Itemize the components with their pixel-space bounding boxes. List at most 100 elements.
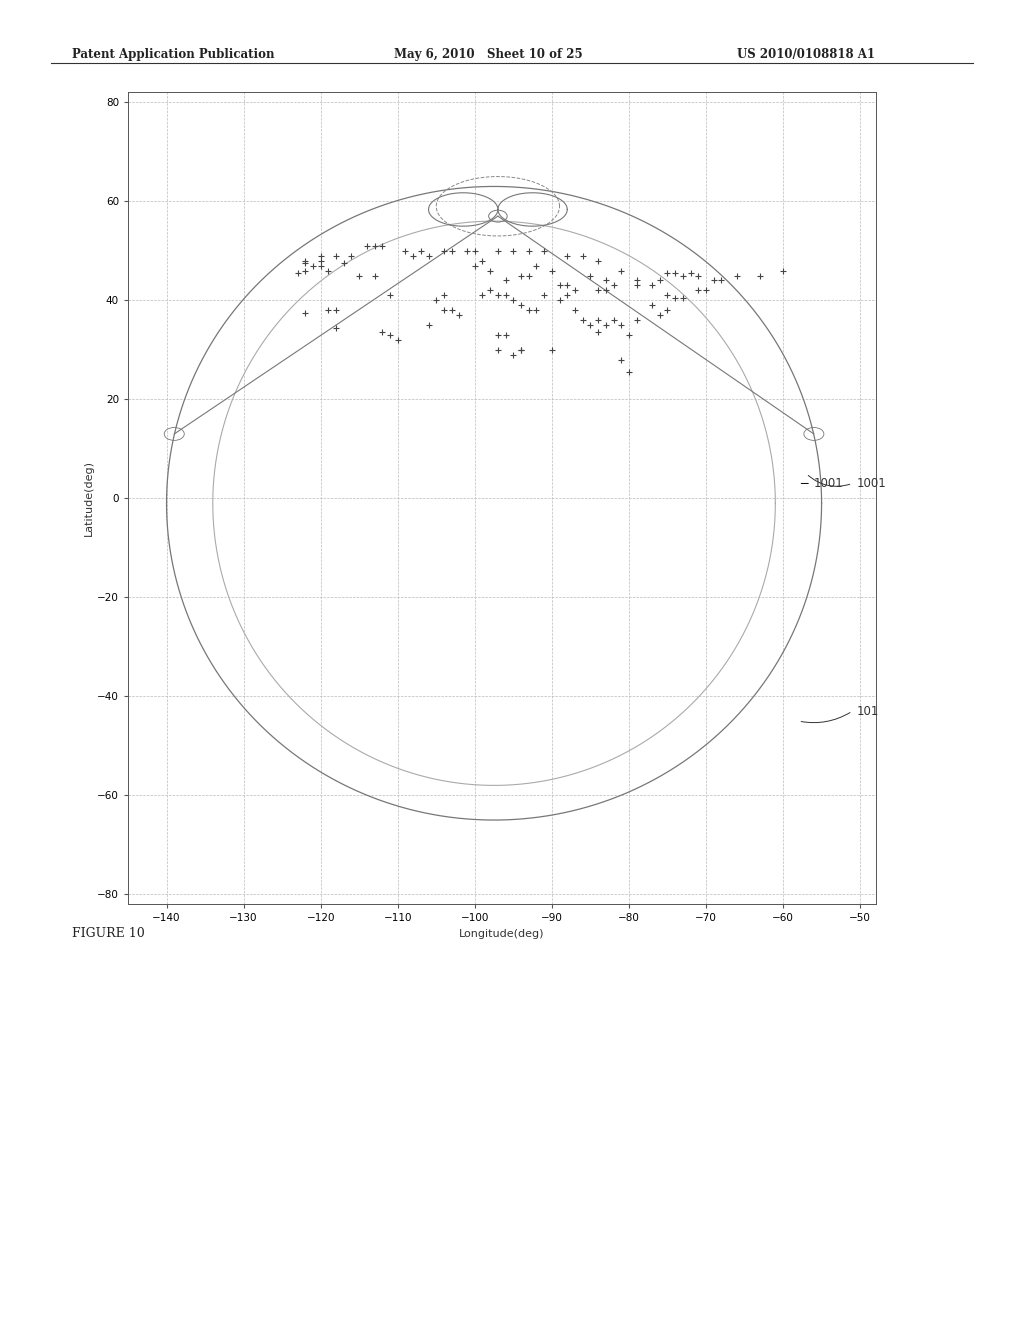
Point	[297, 252, 313, 273]
Point	[697, 280, 714, 301]
Point	[613, 348, 630, 370]
Point	[551, 275, 567, 296]
Point	[482, 260, 499, 281]
Point	[559, 275, 575, 296]
Point	[613, 314, 630, 335]
Point	[312, 249, 329, 271]
Point	[559, 285, 575, 306]
Point	[590, 309, 606, 330]
Point	[559, 246, 575, 267]
Point	[566, 280, 583, 301]
Point	[498, 285, 514, 306]
Point	[621, 325, 637, 346]
Point	[328, 246, 344, 267]
Point	[629, 309, 645, 330]
Point	[321, 300, 337, 321]
Text: 1001: 1001	[856, 477, 886, 490]
Point	[598, 314, 614, 335]
Point	[312, 246, 329, 267]
Point	[474, 285, 490, 306]
Point	[566, 300, 583, 321]
Point	[583, 314, 599, 335]
Point	[644, 294, 660, 315]
Point	[443, 300, 460, 321]
Point	[667, 288, 683, 309]
Point	[505, 345, 521, 366]
Point	[713, 271, 729, 292]
Point	[443, 240, 460, 261]
Point	[752, 265, 768, 286]
Point	[328, 300, 344, 321]
Point	[551, 289, 567, 310]
Point	[374, 235, 390, 256]
Point	[489, 285, 506, 306]
Point	[505, 289, 521, 310]
Point	[482, 280, 499, 301]
Point	[367, 235, 383, 256]
Point	[474, 249, 490, 271]
X-axis label: Longitude(deg): Longitude(deg)	[459, 929, 545, 939]
Point	[667, 263, 683, 284]
Point	[467, 240, 483, 261]
Point	[513, 294, 529, 315]
Point	[452, 305, 468, 326]
Point	[397, 240, 414, 261]
Point	[404, 246, 421, 267]
Point	[489, 325, 506, 346]
Point	[590, 322, 606, 343]
Point	[528, 255, 545, 276]
Point	[690, 265, 707, 286]
Point	[659, 285, 676, 306]
Point	[297, 249, 313, 271]
Point	[328, 317, 344, 338]
Point	[775, 260, 792, 281]
Point	[382, 285, 398, 306]
Point	[675, 265, 691, 286]
Point	[305, 255, 322, 276]
Point	[675, 288, 691, 309]
Point	[421, 246, 437, 267]
Point	[706, 271, 722, 292]
Point	[489, 240, 506, 261]
Y-axis label: Latitude(deg): Latitude(deg)	[84, 461, 94, 536]
Point	[312, 255, 329, 276]
Text: 101: 101	[856, 705, 879, 718]
Point	[574, 309, 591, 330]
Point	[590, 280, 606, 301]
Point	[651, 305, 668, 326]
Point	[520, 240, 537, 261]
Point	[297, 302, 313, 323]
Point	[583, 265, 599, 286]
Point	[644, 275, 660, 296]
Point	[629, 275, 645, 296]
Point	[598, 280, 614, 301]
Point	[428, 289, 444, 310]
Text: Patent Application Publication: Patent Application Publication	[72, 48, 274, 61]
Point	[421, 314, 437, 335]
Point	[536, 240, 552, 261]
Point	[436, 300, 453, 321]
Point	[389, 329, 406, 350]
Point	[682, 263, 698, 284]
Point	[489, 339, 506, 360]
Point	[413, 240, 429, 261]
Point	[382, 325, 398, 346]
Point	[290, 263, 306, 284]
Point	[520, 300, 537, 321]
Point	[436, 240, 453, 261]
Point	[498, 271, 514, 292]
Point	[544, 339, 560, 360]
Text: May 6, 2010   Sheet 10 of 25: May 6, 2010 Sheet 10 of 25	[394, 48, 583, 61]
Point	[598, 271, 614, 292]
Point	[358, 235, 375, 256]
Point	[520, 265, 537, 286]
Point	[621, 362, 637, 383]
Point	[343, 246, 359, 267]
Point	[605, 275, 622, 296]
Point	[467, 255, 483, 276]
Point	[690, 280, 707, 301]
Point	[629, 271, 645, 292]
Text: 1001: 1001	[801, 477, 844, 490]
Point	[528, 300, 545, 321]
Point	[336, 252, 352, 273]
